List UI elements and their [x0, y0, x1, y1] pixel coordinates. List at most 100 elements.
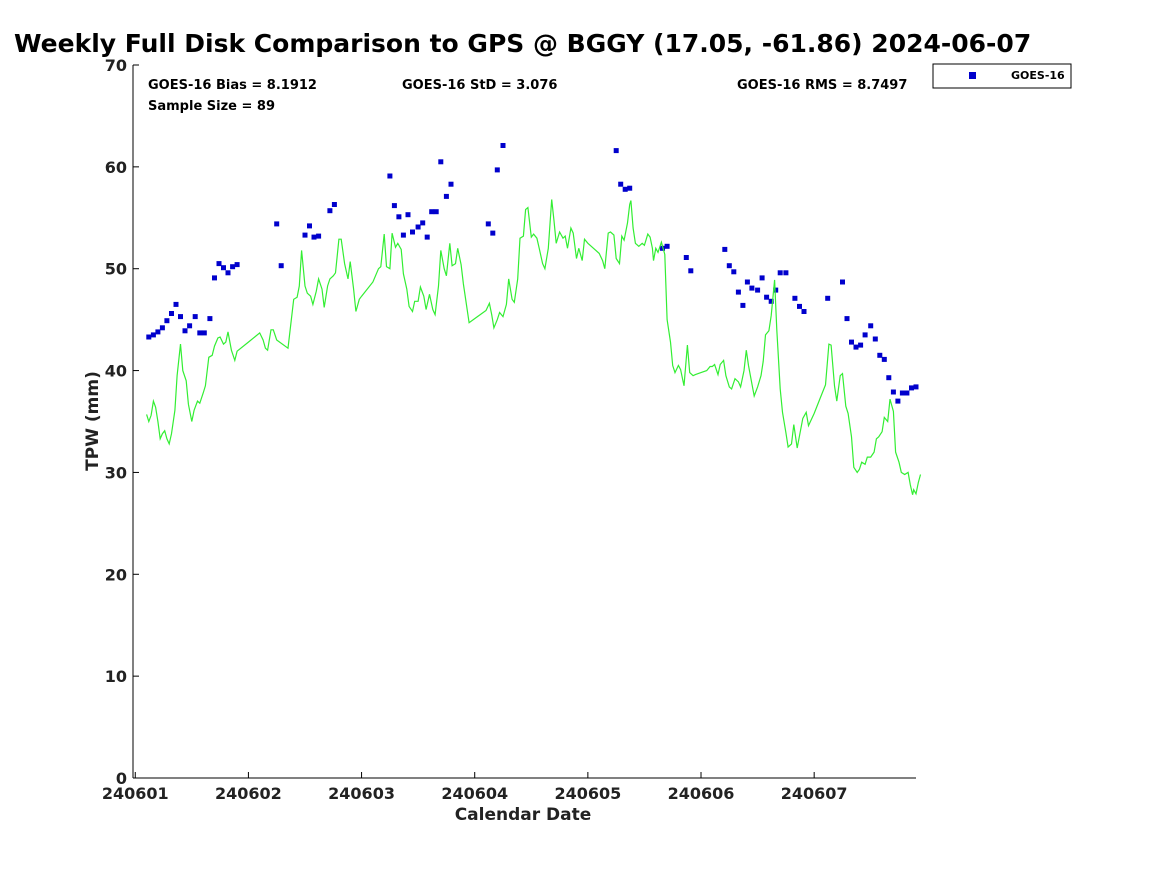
goes16-point	[664, 243, 670, 249]
goes16-point	[400, 232, 406, 238]
goes16-point	[797, 303, 802, 309]
goes16-point	[410, 229, 415, 235]
goes16-point	[307, 223, 312, 229]
y-tick-label: 20	[105, 565, 127, 584]
goes16-point	[872, 336, 878, 342]
goes16-point	[627, 185, 633, 191]
goes16-point	[216, 261, 222, 267]
goes16-point	[735, 289, 741, 295]
goes16-point	[192, 314, 198, 320]
goes16-point	[327, 208, 333, 214]
goes16-point	[904, 390, 910, 396]
goes16-point	[221, 265, 226, 271]
goes16-point	[396, 214, 402, 220]
x-axis-label: Calendar Date	[455, 805, 592, 825]
goes16-point	[155, 329, 161, 335]
goes16-point	[722, 246, 728, 252]
legend-marker	[969, 72, 976, 79]
goes16-point	[429, 209, 435, 215]
goes16-point	[311, 234, 317, 240]
x-tick-label: 240604	[441, 784, 508, 803]
goes16-point	[173, 301, 179, 307]
goes16-point	[331, 202, 337, 207]
y-ticks: 0 10 20 30 40 50 60 70	[105, 56, 139, 788]
goes16-point	[868, 323, 874, 329]
goes16-point	[683, 255, 689, 260]
goes16-point	[773, 287, 779, 293]
legend: GOES-16	[932, 63, 1072, 89]
x-tick-label: 240602	[215, 784, 282, 803]
goes16-point	[890, 389, 896, 395]
goes16-point	[801, 309, 807, 314]
goes16-point	[759, 275, 765, 281]
goes16-point	[726, 263, 732, 269]
goes16-point	[302, 232, 308, 238]
goes16-point	[877, 352, 883, 358]
goes16-point	[618, 181, 624, 187]
goes16-point	[212, 275, 217, 281]
legend-label: GOES-16	[1011, 69, 1065, 82]
goes16-point	[858, 342, 864, 348]
goes16-point	[840, 279, 845, 285]
goes16-point	[622, 186, 628, 192]
goes16-point	[278, 263, 284, 269]
goes16-point	[201, 330, 207, 336]
goes16-point	[768, 298, 774, 304]
goes16-point	[230, 264, 236, 270]
goes16-point	[899, 390, 905, 396]
goes16-point	[783, 270, 789, 276]
goes16-point	[438, 159, 444, 165]
goes16-point	[424, 234, 430, 240]
y-tick-label: 70	[105, 56, 127, 75]
std-stat: GOES-16 StD = 3.076	[402, 78, 557, 93]
chart-title: Weekly Full Disk Comparison to GPS @ BGG…	[14, 29, 1031, 58]
goes16-point	[825, 295, 831, 301]
rms-stat: GOES-16 RMS = 8.7497	[737, 78, 907, 93]
goes16-point	[688, 268, 694, 274]
goes16-point	[913, 384, 919, 390]
goes16-point	[755, 287, 761, 293]
x-tick-label: 240607	[781, 784, 848, 803]
goes16-point	[613, 148, 619, 154]
goes16-point	[764, 294, 770, 300]
goes16-point	[159, 325, 165, 331]
series-layer	[146, 143, 922, 496]
goes16-point	[862, 332, 868, 338]
goes16-point	[187, 323, 193, 329]
goes16-point	[234, 262, 240, 268]
goes16-point	[853, 344, 859, 350]
goes16-point	[415, 224, 421, 230]
goes16-point	[178, 314, 183, 320]
x-tick-label: 240606	[668, 784, 735, 803]
goes16-point	[274, 221, 280, 227]
goes16-point	[849, 339, 854, 345]
goes16-point	[433, 209, 439, 215]
goes16-point	[777, 270, 783, 276]
goes16-point	[420, 220, 426, 226]
goes16-point	[500, 143, 506, 148]
goes16-point	[182, 328, 188, 334]
goes16-point	[225, 270, 231, 276]
y-tick-label: 30	[105, 463, 127, 482]
y-tick-label: 40	[105, 362, 127, 381]
x-ticks: 240601 240602 240603 240604 240605 240606 2406…	[102, 772, 848, 803]
legend-box	[932, 63, 1072, 89]
goes16-point	[744, 279, 750, 285]
goes16-point	[881, 356, 887, 362]
x-tick-label: 240603	[328, 784, 395, 803]
y-tick-label: 0	[116, 769, 127, 788]
y-tick-label: 60	[105, 158, 127, 177]
y-axis-label: TPW (mm)	[83, 371, 103, 471]
goes16-point	[485, 221, 491, 227]
goes16-point	[792, 295, 798, 301]
goes16-point	[197, 330, 203, 336]
goes16-point	[749, 285, 755, 291]
goes16-point	[886, 375, 892, 381]
x-tick-label: 240605	[554, 784, 621, 803]
goes16-point	[494, 167, 500, 173]
goes16-point	[169, 311, 174, 316]
goes16-point	[146, 334, 152, 340]
bias-stat: GOES-16 Bias = 8.1912	[148, 78, 317, 93]
goes16-point	[740, 302, 746, 308]
y-tick-label: 10	[105, 667, 127, 686]
